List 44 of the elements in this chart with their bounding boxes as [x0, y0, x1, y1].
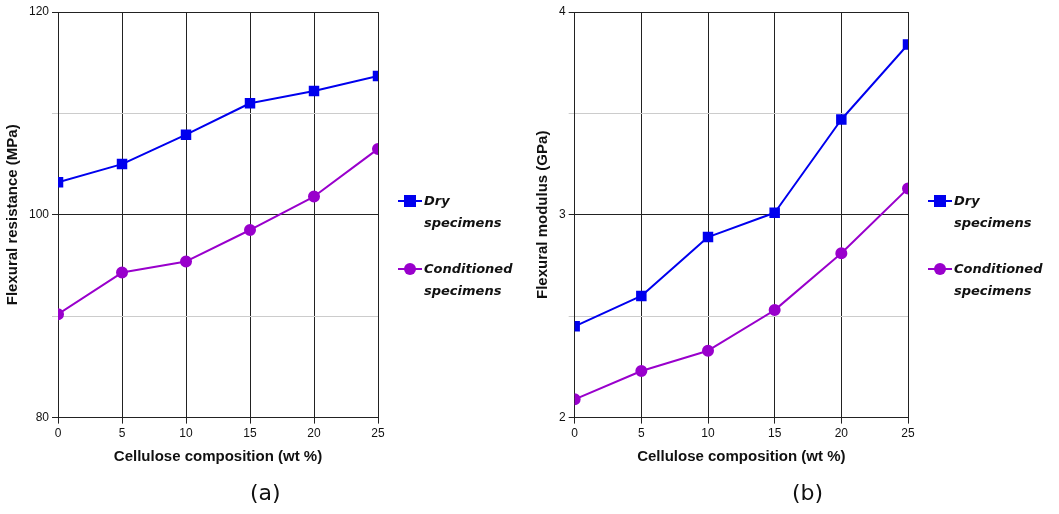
legend-label: Dry specimens: [954, 193, 1032, 230]
y-tick-label: 80: [35, 409, 50, 424]
x-tick-label: 0: [54, 426, 62, 441]
x-tick-label: 25: [901, 426, 915, 441]
point: [835, 247, 848, 260]
x-tick-label: 0: [571, 426, 579, 441]
y-tick-label: 3: [558, 207, 566, 222]
point: [702, 231, 714, 243]
point: [636, 290, 647, 302]
point: [836, 114, 847, 125]
x-axis-title: Cellulose composition (wt %): [637, 447, 846, 465]
point: [244, 224, 257, 237]
x-tick-label: 15: [767, 426, 782, 441]
legend-label: Conditioned specimens: [424, 261, 513, 298]
point: [244, 98, 256, 109]
x-tick-label: 15: [243, 426, 257, 441]
point: [180, 129, 192, 140]
point: [702, 344, 714, 357]
x-axis-title: Cellulose composition (wt %): [113, 447, 323, 465]
text: (b): [792, 480, 824, 505]
legend-label: Dry specimens: [424, 193, 502, 230]
point: [116, 266, 129, 279]
x-tick-label: 20: [834, 426, 849, 441]
y-tick-label: 4: [558, 4, 566, 19]
x-tick-label: 5: [118, 426, 126, 441]
legend-label: Conditioned specimens: [954, 261, 1043, 298]
point: [635, 364, 648, 377]
y-tick-label: 120: [28, 4, 50, 19]
x-tick-label: 5: [638, 426, 645, 441]
y-tick-label: 100: [28, 207, 50, 222]
text: (a): [250, 480, 281, 505]
x-tick-label: 20: [307, 426, 321, 441]
point: [180, 255, 193, 268]
y-axis-title: Flexural resistance (MPa): [3, 124, 21, 306]
x-tick-label: 10: [179, 426, 194, 441]
point: [116, 158, 128, 170]
point: [768, 304, 781, 317]
x-tick-label: 10: [701, 426, 715, 441]
x-tick-label: 25: [371, 426, 385, 441]
point: [769, 207, 780, 219]
point: [308, 85, 320, 97]
point: [308, 190, 320, 203]
y-tick-label: 2: [558, 409, 566, 424]
y-axis-title: Flexural modulus (GPa): [533, 130, 551, 299]
